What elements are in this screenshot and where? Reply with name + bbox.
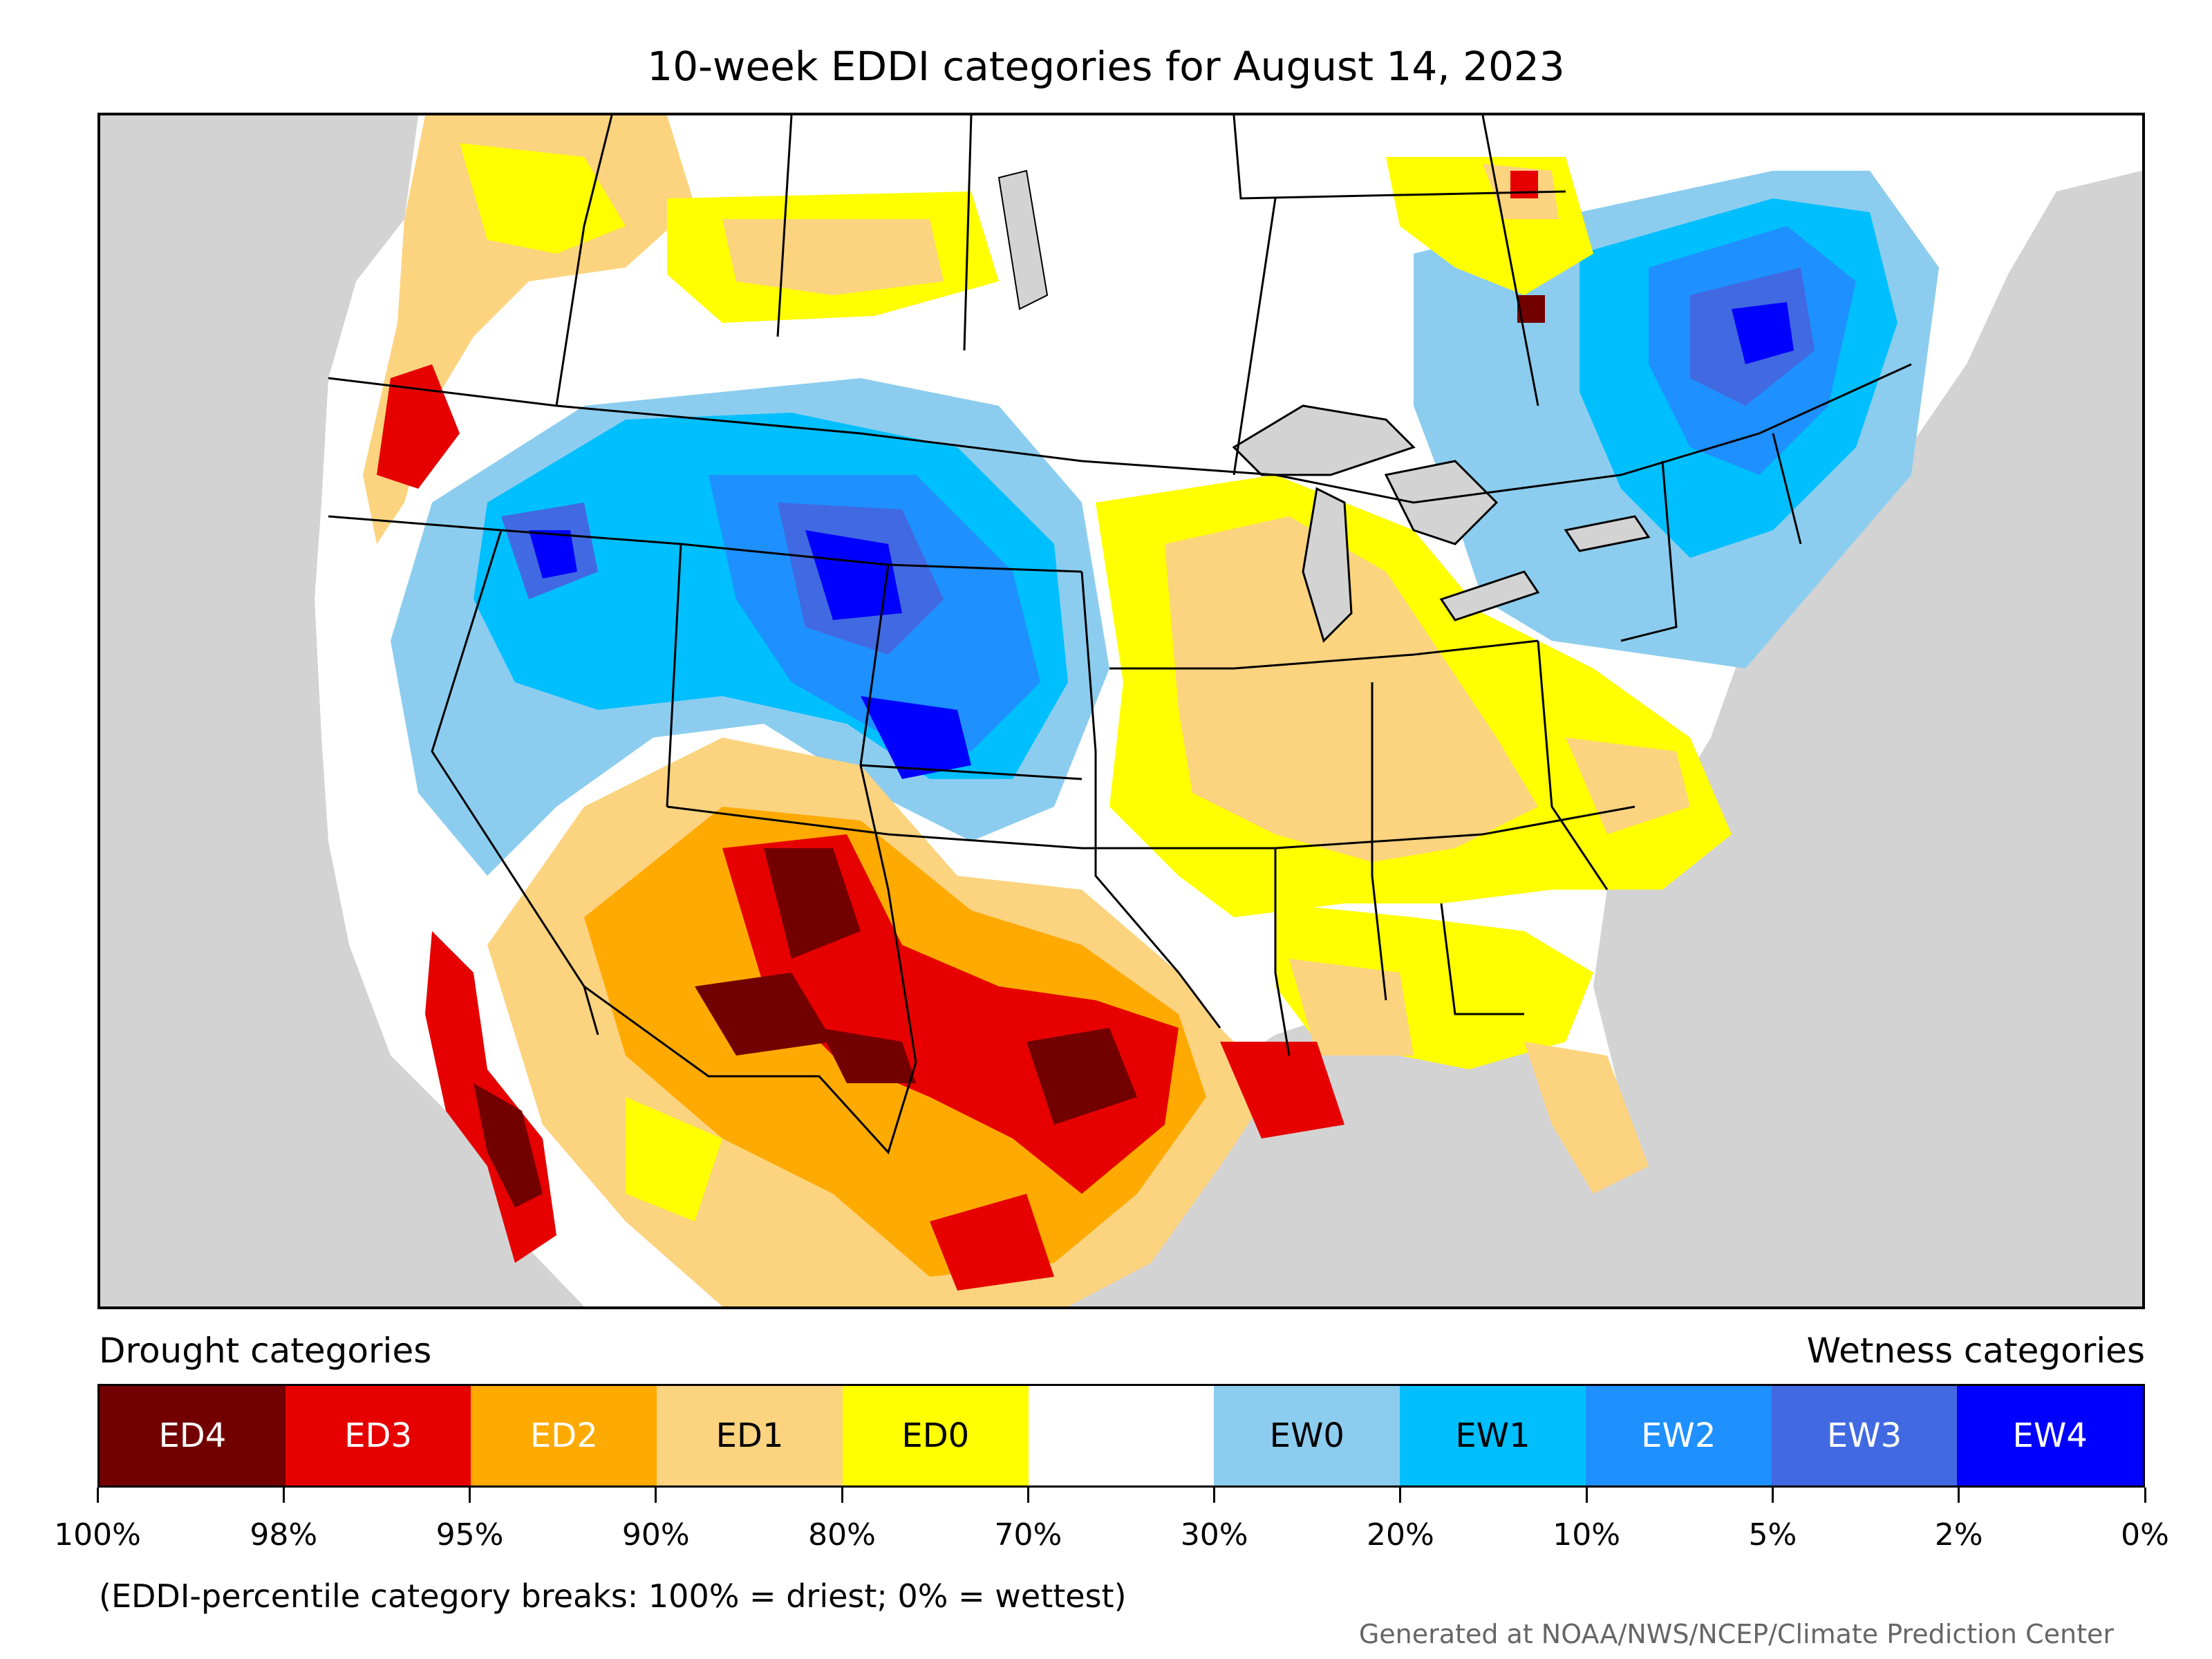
colorbar-cell-ed1: ED1 [657,1386,843,1485]
colorbar-tick-label: 0% [2121,1517,2169,1553]
eddi-map [97,113,2145,1309]
colorbar-tick [282,1488,285,1503]
category-note: (EDDI-percentile category breaks: 100% =… [99,1577,1127,1615]
colorbar-tick [1027,1488,1029,1503]
map-canvas [100,115,2142,1306]
category-colorbar: ED4 ED3 ED2 ED1 ED0 EW0 EW1 EW2 EW3 EW4 [97,1384,2145,1488]
drought-categories-heading: Drought categories [99,1331,432,1371]
colorbar-cell-ed4: ED4 [100,1386,285,1485]
colorbar-tick [1585,1488,1588,1503]
great-lakes [997,169,1651,643]
colorbar-cell-ed0: ED0 [842,1386,1029,1485]
map-title: 10-week EDDI categories for August 14, 2… [647,43,1565,90]
colorbar-tick-label: 80% [808,1517,876,1553]
colorbar-cell-ew1: EW1 [1400,1386,1586,1485]
colorbar-tick-label: 20% [1367,1517,1434,1553]
credit-line: Generated at NOAA/NWS/NCEP/Climate Predi… [1358,1619,2114,1649]
colorbar-cell-ew4: EW4 [1957,1386,2144,1485]
colorbar-tick [1771,1488,1774,1503]
colorbar-tick [2144,1488,2146,1503]
colorbar-cell-ew0: EW0 [1214,1386,1400,1485]
colorbar-tick-label: 70% [994,1517,1062,1553]
colorbar-tick [469,1488,471,1503]
political-borders [328,115,1912,1154]
eddi-categories [363,115,1939,1306]
colorbar-tick [655,1488,657,1503]
colorbar-tick-label: 5% [1748,1517,1797,1553]
colorbar-cell-ed2: ED2 [471,1386,657,1485]
wetness-categories-heading: Wetness categories [1806,1331,2145,1371]
colorbar-cell-ed3: ED3 [285,1386,471,1485]
colorbar-cell-ew2: EW2 [1585,1386,1772,1485]
colorbar-tick-label: 95% [435,1517,504,1553]
colorbar-cell-ew3: EW3 [1771,1386,1958,1485]
colorbar-tick-label: 98% [250,1517,318,1553]
colorbar-tick [1958,1488,1960,1503]
colorbar-tick [1213,1488,1216,1503]
colorbar-tick [96,1488,99,1503]
colorbar-tick-label: 2% [1934,1517,1983,1553]
colorbar-cell-normal [1028,1386,1215,1485]
colorbar-ticks [96,1488,2146,1508]
colorbar-tick-label: 90% [621,1517,690,1553]
colorbar-tick-label: 30% [1180,1517,1248,1553]
colorbar-tick [1399,1488,1402,1503]
colorbar-tick-label: 10% [1553,1517,1621,1553]
colorbar-tick [841,1488,843,1503]
atlantic-ocean [1593,171,2142,1256]
pacific-ocean [100,115,584,1306]
colorbar-tick-label: 100% [54,1517,141,1553]
